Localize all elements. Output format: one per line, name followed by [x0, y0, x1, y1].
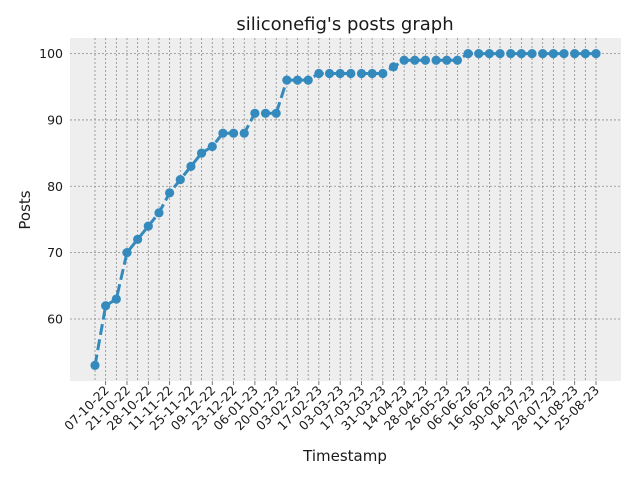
y-axis-label: Posts [16, 190, 34, 229]
data-point [580, 48, 590, 59]
data-point [388, 62, 399, 72]
data-point [410, 55, 420, 65]
data-point [463, 48, 473, 59]
data-point [101, 301, 111, 311]
data-point [154, 208, 164, 218]
data-point [420, 55, 431, 65]
data-point [271, 108, 281, 118]
data-point [346, 68, 356, 79]
data-point [559, 48, 569, 59]
data-point [197, 148, 207, 158]
data-point [292, 75, 303, 85]
data-point [356, 68, 367, 79]
data-point [548, 48, 558, 59]
data-point [367, 68, 377, 79]
data-point [591, 48, 601, 59]
data-point [165, 188, 175, 198]
data-point [282, 75, 292, 85]
data-point [495, 48, 505, 59]
data-point [133, 234, 143, 244]
data-point [260, 108, 271, 118]
data-point [207, 141, 217, 152]
data-point [239, 128, 249, 138]
data-point [314, 68, 324, 79]
data-point [452, 55, 463, 65]
y-tick-label: 80 [47, 179, 63, 194]
data-point [111, 294, 121, 304]
y-tick-label: 100 [39, 46, 63, 61]
data-point [250, 108, 260, 118]
y-tick-labels: 60 70 80 90 100 [39, 46, 63, 326]
vertical-gridlines [94, 38, 597, 381]
chart-title: siliconefig's posts graph [236, 14, 453, 35]
data-point [122, 248, 132, 258]
data-point [228, 128, 239, 138]
plot-background [70, 38, 621, 381]
data-point [303, 75, 313, 85]
series-layer [90, 48, 601, 371]
data-point [90, 360, 100, 371]
data-point [175, 175, 185, 185]
data-point [506, 48, 516, 59]
data-point [442, 55, 452, 65]
data-point [474, 48, 484, 59]
data-point [484, 48, 494, 59]
data-point [516, 48, 526, 59]
data-point [335, 68, 345, 79]
data-point [143, 221, 153, 231]
data-point [378, 68, 388, 79]
data-point [527, 48, 537, 59]
data-point [431, 55, 441, 65]
data-point [218, 128, 228, 138]
y-tick-label: 70 [47, 245, 63, 260]
data-point [399, 55, 409, 65]
data-point [324, 68, 335, 79]
y-tick-label: 90 [47, 112, 63, 127]
x-axis-label: Timestamp [302, 447, 387, 465]
y-tick-label: 60 [47, 311, 63, 326]
data-point [570, 48, 580, 59]
data-point [186, 161, 196, 171]
data-point [538, 48, 548, 59]
x-tick-labels: 07-10-2221-10-2228-10-2211-11-2225-11-22… [61, 381, 602, 433]
